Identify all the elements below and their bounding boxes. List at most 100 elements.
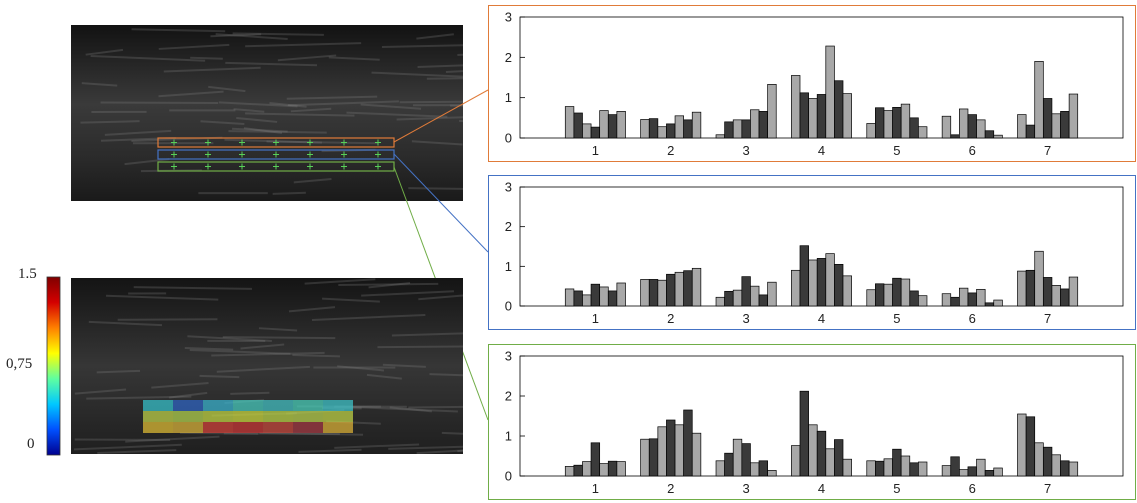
bar — [649, 279, 658, 306]
bar — [641, 439, 650, 476]
connector-line-top — [394, 90, 488, 142]
bar — [1035, 251, 1044, 306]
y-tick-label: 1 — [505, 259, 512, 274]
speckle-streak — [230, 393, 269, 394]
bar — [826, 46, 835, 138]
bar — [817, 94, 826, 138]
y-tick-label: 2 — [505, 50, 512, 65]
heatmap-cell — [293, 400, 323, 411]
bar — [875, 284, 884, 306]
bar — [959, 288, 968, 306]
bar — [591, 284, 600, 306]
bar — [742, 277, 751, 306]
bar — [791, 446, 800, 476]
heatmap-cell — [173, 411, 203, 422]
heatmap-cell — [263, 422, 293, 433]
x-tick-label: 3 — [743, 143, 750, 158]
bar — [617, 283, 626, 306]
bar — [675, 425, 684, 476]
bar — [1018, 271, 1027, 306]
heatmap-cell — [203, 400, 233, 411]
bar — [826, 254, 835, 306]
bar — [951, 457, 960, 476]
bar — [742, 444, 751, 476]
bar — [666, 274, 675, 306]
colorbar — [46, 276, 62, 456]
bar — [959, 470, 968, 476]
bar — [768, 282, 777, 306]
bar — [725, 453, 734, 476]
x-tick-label: 6 — [969, 481, 976, 496]
bar — [600, 111, 609, 138]
x-tick-label: 5 — [893, 311, 900, 326]
x-tick-label: 1 — [592, 311, 599, 326]
bar — [918, 296, 927, 306]
bar — [901, 104, 910, 138]
heatmap-cell — [293, 411, 323, 422]
bar — [951, 297, 960, 306]
bar — [582, 462, 591, 476]
heatmap-cell — [263, 400, 293, 411]
heatmap-cell — [203, 422, 233, 433]
bar — [875, 108, 884, 138]
bar — [649, 439, 658, 476]
bar — [591, 127, 600, 138]
heatmap-cell — [233, 400, 263, 411]
bar — [725, 122, 734, 138]
bar — [658, 427, 667, 476]
bar — [809, 425, 818, 476]
bar — [985, 303, 994, 306]
bar — [1035, 443, 1044, 476]
x-tick-label: 7 — [1044, 311, 1051, 326]
bar — [692, 268, 701, 306]
heatmap-cell — [203, 411, 233, 422]
bar — [791, 75, 800, 138]
bar — [1035, 61, 1044, 138]
bar — [1069, 462, 1078, 476]
bar — [800, 391, 809, 476]
bar — [817, 258, 826, 306]
bar — [692, 112, 701, 138]
bar — [867, 290, 876, 306]
x-tick-label: 2 — [667, 311, 674, 326]
bar — [768, 84, 777, 138]
colorbar-min-label: 0 — [27, 436, 35, 453]
bar — [716, 135, 725, 138]
bar — [893, 449, 902, 476]
bar — [985, 470, 994, 476]
bar — [1069, 277, 1078, 306]
heatmap-cell — [143, 411, 173, 422]
bar — [843, 276, 852, 306]
bar — [617, 111, 626, 138]
bar — [1043, 447, 1052, 476]
speckle-streak — [338, 284, 438, 285]
bar — [641, 279, 650, 306]
bar — [834, 440, 843, 476]
ultrasound-image-bottom — [71, 278, 463, 454]
y-tick-label: 0 — [505, 469, 512, 484]
y-tick-label: 3 — [505, 180, 512, 195]
speckle-streak — [118, 319, 218, 320]
heatmap-overlay — [143, 400, 353, 433]
bar — [666, 124, 675, 138]
bar — [608, 291, 617, 306]
bar — [826, 449, 835, 476]
bar — [977, 120, 986, 138]
bar — [985, 131, 994, 138]
bar — [684, 271, 693, 306]
speckle-streak — [377, 346, 463, 347]
bar — [994, 468, 1003, 476]
speckle-streak — [200, 376, 240, 377]
bar — [574, 291, 583, 306]
speckle-streak — [408, 406, 463, 407]
bar — [1052, 455, 1061, 476]
x-tick-label: 2 — [667, 143, 674, 158]
colorbar-max-label: 1.5 — [18, 266, 37, 283]
bar — [910, 463, 919, 476]
heatmap-cell — [233, 422, 263, 433]
y-tick-label: 2 — [505, 219, 512, 234]
bar — [968, 293, 977, 306]
bar — [725, 291, 734, 306]
y-tick-label: 0 — [505, 299, 512, 314]
